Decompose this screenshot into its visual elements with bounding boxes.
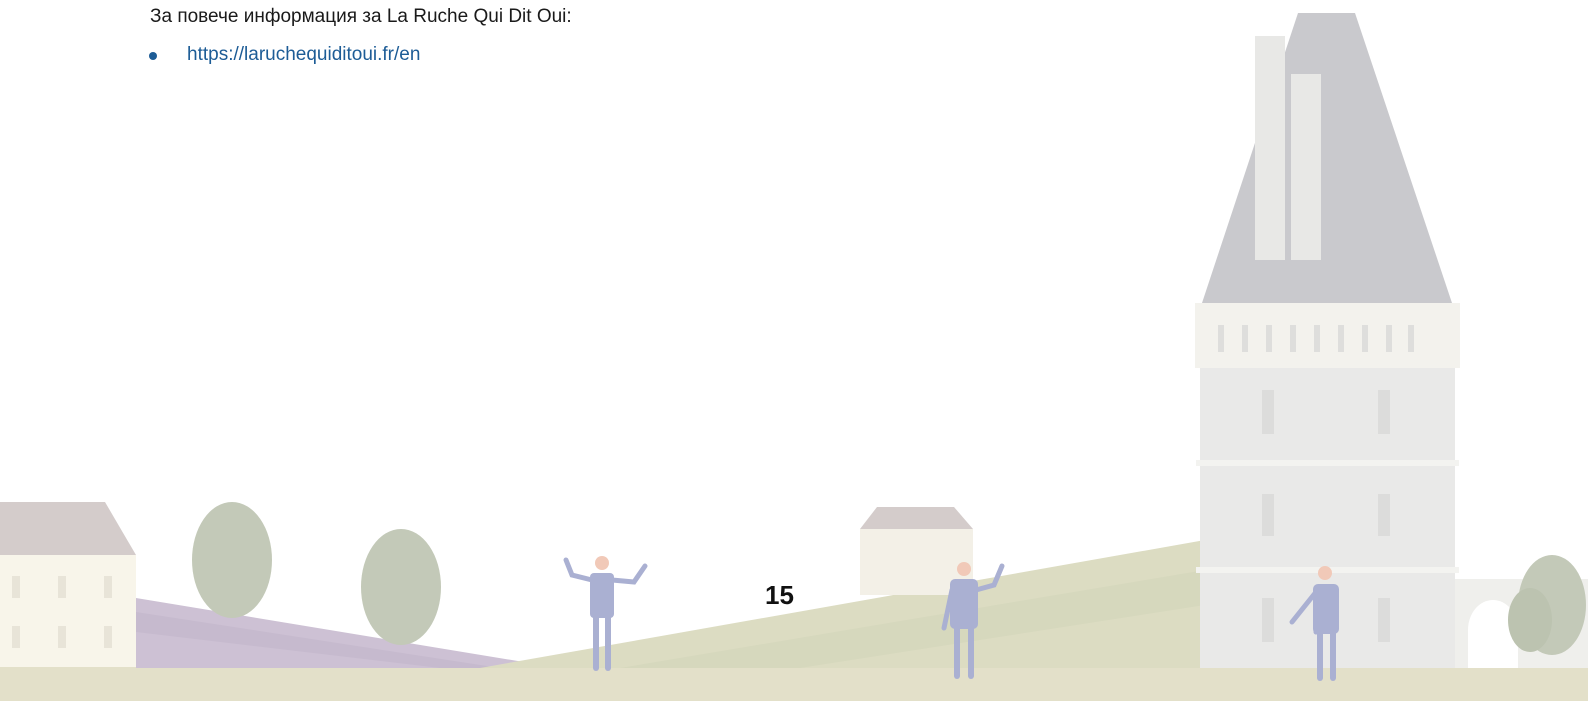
page-number: 15 (765, 580, 794, 611)
illustration (0, 0, 1588, 701)
link-item: https://laruchequiditoui.fr/en (146, 44, 420, 66)
link-list: https://laruchequiditoui.fr/en (146, 44, 420, 66)
intro-text: За повече информация за La Ruche Qui Dit… (150, 6, 572, 28)
page: За повече информация за La Ruche Qui Dit… (0, 0, 1588, 701)
link[interactable]: https://laruchequiditoui.fr/en (187, 44, 420, 65)
